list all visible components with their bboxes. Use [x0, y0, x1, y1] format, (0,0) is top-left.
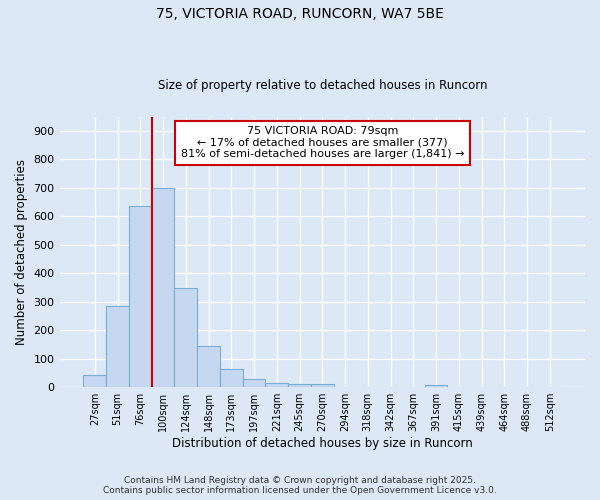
X-axis label: Distribution of detached houses by size in Runcorn: Distribution of detached houses by size …	[172, 437, 473, 450]
Bar	[288, 384, 311, 387]
Bar	[265, 383, 288, 387]
Bar	[152, 188, 175, 387]
Bar	[175, 288, 197, 387]
Text: Contains HM Land Registry data © Crown copyright and database right 2025.
Contai: Contains HM Land Registry data © Crown c…	[103, 476, 497, 495]
Bar	[106, 306, 129, 387]
Bar	[83, 376, 106, 387]
Bar	[220, 370, 242, 387]
Text: 75 VICTORIA ROAD: 79sqm
← 17% of detached houses are smaller (377)
81% of semi-d: 75 VICTORIA ROAD: 79sqm ← 17% of detache…	[181, 126, 464, 160]
Text: 75, VICTORIA ROAD, RUNCORN, WA7 5BE: 75, VICTORIA ROAD, RUNCORN, WA7 5BE	[156, 8, 444, 22]
Bar	[425, 385, 448, 387]
Bar	[197, 346, 220, 387]
Bar	[129, 206, 152, 387]
Bar	[242, 378, 265, 387]
Title: Size of property relative to detached houses in Runcorn: Size of property relative to detached ho…	[158, 79, 487, 92]
Y-axis label: Number of detached properties: Number of detached properties	[15, 159, 28, 345]
Bar	[311, 384, 334, 387]
